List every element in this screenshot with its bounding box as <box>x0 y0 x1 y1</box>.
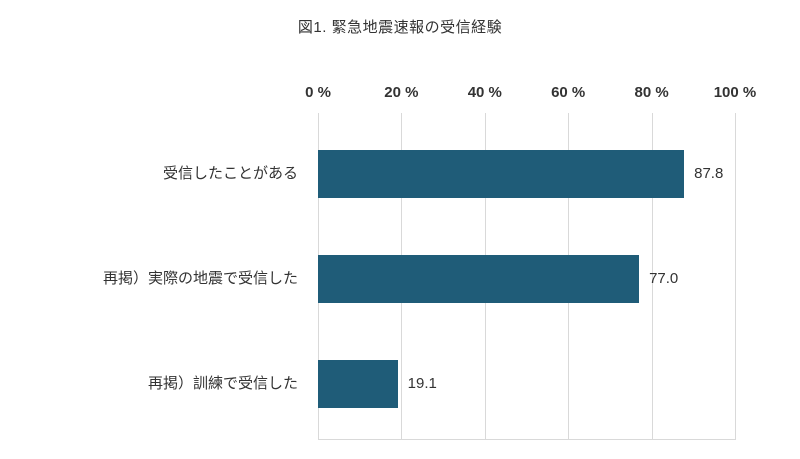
x-tick-label: 60 % <box>551 84 586 101</box>
gridline <box>735 113 736 440</box>
x-axis-baseline <box>318 439 735 440</box>
x-tick-label: 100 % <box>713 84 757 101</box>
bar <box>318 255 640 303</box>
x-tick-label: 40 % <box>467 84 502 101</box>
plot-area: 87.8 77.0 19.1 <box>318 113 736 440</box>
x-tick-label: 20 % <box>384 84 419 101</box>
bar-value-label: 77.0 <box>649 270 679 287</box>
category-label: 再掲）訓練で受信した <box>147 375 298 392</box>
x-tick-label: 80 % <box>634 84 669 101</box>
bar-value-label: 19.1 <box>407 375 437 392</box>
category-label: 再掲）実際の地震で受信した <box>102 270 298 287</box>
chart-title: 図1. 緊急地震速報の受信経験 <box>297 19 503 36</box>
gridline <box>651 113 653 440</box>
bar <box>318 150 685 198</box>
category-label: 受信したことがある <box>162 165 298 182</box>
x-tick-label: 0 % <box>305 84 331 101</box>
x-axis: 0 % 20 % 40 % 60 % 80 % 100 % <box>305 84 756 106</box>
bar-value-label: 87.8 <box>694 165 724 182</box>
bar <box>318 360 398 408</box>
category-labels: 受信したことがある再掲）実際の地震で受信した再掲）訓練で受信した <box>0 113 308 440</box>
